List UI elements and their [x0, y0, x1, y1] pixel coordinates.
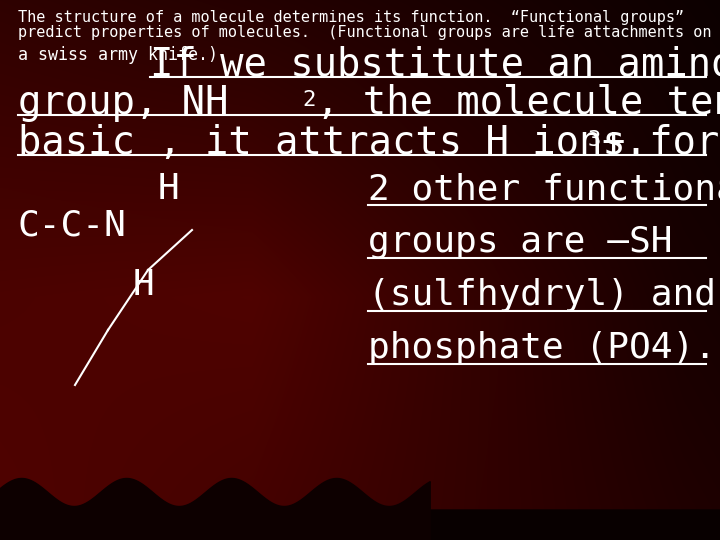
Text: (sulfhydryl) and: (sulfhydryl) and: [368, 278, 716, 312]
Text: H: H: [158, 172, 180, 206]
Text: , the molecule tends to be: , the molecule tends to be: [316, 84, 720, 122]
Text: predict properties of molecules.  (Functional groups are life attachments on: predict properties of molecules. (Functi…: [18, 25, 711, 40]
Text: H: H: [133, 268, 155, 302]
Text: +.: +.: [601, 124, 648, 162]
Text: basic , it attracts H ions forming NH: basic , it attracts H ions forming NH: [18, 124, 720, 162]
Text: 3: 3: [588, 130, 601, 150]
Text: If we substitute an amino: If we substitute an amino: [150, 46, 720, 84]
Text: The structure of a molecule determines its function.  “Functional groups”: The structure of a molecule determines i…: [18, 10, 684, 25]
Text: groups are –SH: groups are –SH: [368, 225, 672, 259]
Text: 2 other functional: 2 other functional: [368, 172, 720, 206]
Text: a swiss army knife.): a swiss army knife.): [18, 46, 228, 64]
Text: 2: 2: [302, 90, 315, 110]
Text: C-C-N: C-C-N: [18, 208, 127, 242]
Text: phosphate (PO4).: phosphate (PO4).: [368, 331, 716, 365]
Text: group, NH: group, NH: [18, 84, 228, 122]
